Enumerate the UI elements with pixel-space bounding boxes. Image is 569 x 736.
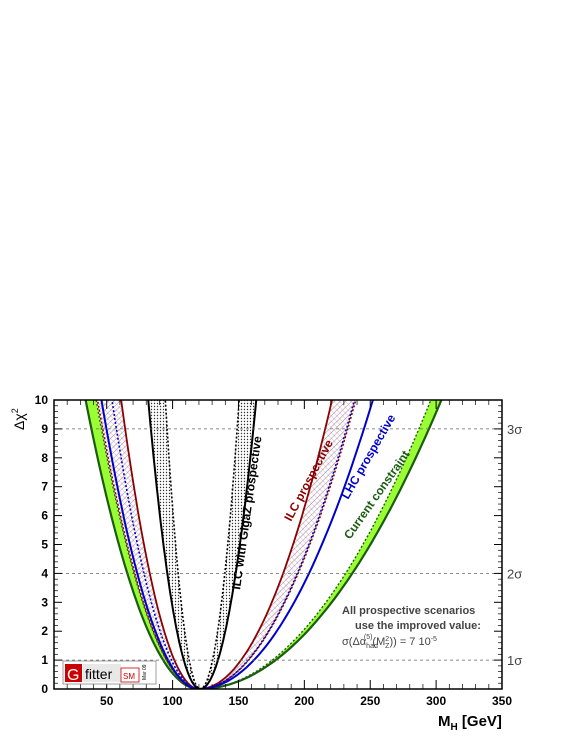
x-axis-title: MH [GeV]: [438, 713, 502, 733]
sigma-label: 2σ: [507, 566, 522, 581]
annotation-formula: σ(Δαhad(5)(M2 Z)) = 7 10-5: [342, 634, 437, 650]
scenario-annotation: All prospective scenarios use the improv…: [342, 605, 481, 632]
band-ilc-blue-overlay: [97, 400, 356, 689]
curve-current-outer: [84, 400, 443, 689]
svg-text:fitter: fitter: [85, 666, 113, 682]
y-tick-label: 4: [41, 566, 48, 580]
svg-text:Mar 09: Mar 09: [142, 664, 148, 680]
x-tick-label: 300: [426, 694, 446, 708]
curve-lhc: [100, 400, 374, 689]
sigma-label: 3σ: [507, 422, 522, 437]
curve-ilc-inner: [120, 400, 333, 689]
x-tick-label: 150: [228, 694, 248, 708]
y-tick-label: 3: [41, 595, 48, 609]
y-tick-label: 2: [41, 624, 48, 638]
x-tick-label: 100: [163, 694, 183, 708]
svg-text:SM: SM: [123, 672, 135, 681]
y-tick-label: 8: [41, 451, 48, 465]
gfitter-logo: G fitter SM Mar 09: [62, 660, 157, 685]
y-tick-label: 1: [41, 653, 48, 667]
y-tick-label: 0: [41, 682, 48, 696]
y-tick-label: 5: [41, 538, 48, 552]
y-tick-label: 7: [41, 480, 48, 494]
svg-text:G: G: [67, 667, 79, 684]
annotation-line2: use the improved value:: [355, 620, 481, 632]
sigma-reference-lines: 1σ 2σ 3σ: [54, 422, 522, 668]
x-tick-label: 250: [360, 694, 380, 708]
curve-lines: [84, 400, 443, 689]
y-tick-label: 10: [35, 393, 49, 407]
curve-gigaz-inner: [164, 400, 240, 689]
x-tick-label: 50: [100, 694, 114, 708]
y-axis-title: Δχ2: [10, 408, 27, 430]
x-tick-label: 200: [294, 694, 314, 708]
axes: 0 1 2 3 4 5 6 7 8 9 10 50 100 150 200 250 300 350: [35, 393, 513, 708]
y-tick-label: 9: [41, 422, 48, 436]
x-tick-label: 350: [492, 694, 512, 708]
sigma-label: 1σ: [507, 653, 522, 668]
y-tick-label: 6: [41, 509, 48, 523]
curve-lhc-dashed: [111, 400, 356, 689]
curve-current-inner: [95, 400, 432, 689]
annotation-line1: All prospective scenarios: [342, 605, 475, 617]
